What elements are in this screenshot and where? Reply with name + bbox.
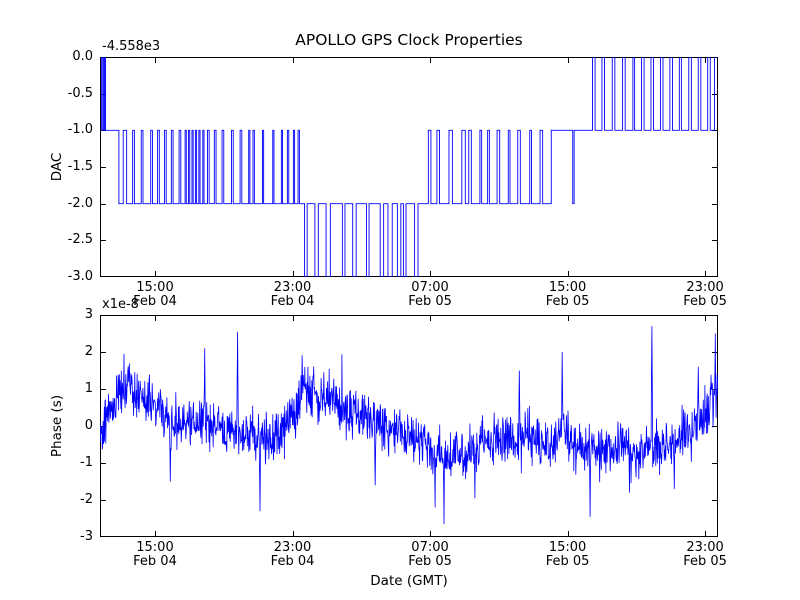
y-tick-label: 3 [84, 307, 93, 322]
y-tick-label: -1.0 [67, 122, 93, 138]
x-tick-label: 15:00 Feb 04 [133, 540, 177, 569]
y-tick-label: -2 [80, 492, 93, 507]
y-tick-label: 0 [84, 418, 93, 433]
x-tick-label: 15:00 Feb 04 [133, 280, 177, 309]
x-tick-label: 07:00 Feb 05 [408, 540, 452, 569]
x-tick-label: 23:00 Feb 04 [270, 280, 315, 309]
y-tick-label: -0.5 [67, 85, 93, 101]
phase-plot [100, 315, 718, 537]
x-tick-label: 23:00 Feb 05 [683, 280, 727, 309]
x-tick-label: 23:00 Feb 05 [683, 540, 727, 569]
y-tick-label: -3 [80, 529, 93, 544]
phase-offset-text: x1e-8 [102, 297, 139, 312]
y-tick-label: 0.0 [72, 49, 93, 64]
x-tick-label: 23:00 Feb 04 [270, 540, 315, 569]
chart-title: APOLLO GPS Clock Properties [295, 31, 523, 49]
y-tick-label: -2.0 [67, 195, 93, 211]
y-tick-label: 1 [84, 381, 93, 396]
x-tick-label: 15:00 Feb 05 [545, 280, 590, 309]
x-axis-label: Date (GMT) [370, 573, 448, 589]
x-tick-label: 07:00 Feb 05 [408, 280, 452, 309]
y-tick-label: -2.5 [67, 232, 93, 248]
dac-offset-text: -4.558e3 [102, 39, 161, 54]
y-tick-label: -1 [80, 455, 93, 470]
x-tick-label: 15:00 Feb 05 [545, 540, 590, 569]
y-tick-label: -3.0 [67, 269, 93, 284]
y-tick-label: 2 [84, 344, 93, 359]
dac-plot [100, 57, 718, 277]
y-tick-label: -1.5 [67, 159, 93, 174]
